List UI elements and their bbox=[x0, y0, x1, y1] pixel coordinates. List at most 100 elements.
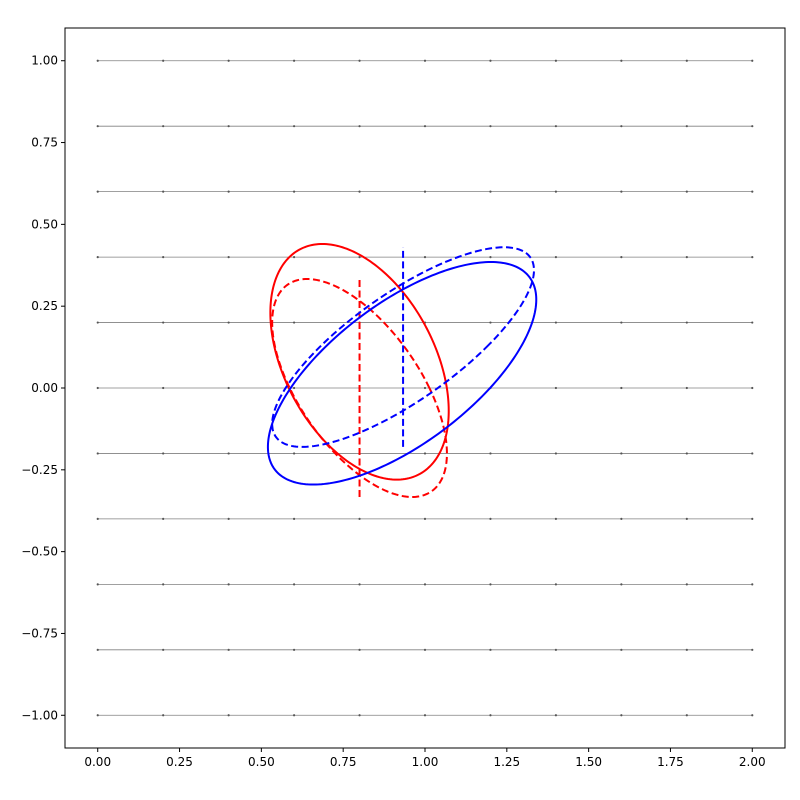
reference-marker-7-5 bbox=[423, 517, 427, 521]
reference-marker-9-5 bbox=[423, 648, 427, 651]
reference-marker-1-8 bbox=[620, 125, 623, 128]
reference-marker-3-9 bbox=[685, 255, 688, 259]
reference-marker-2-0 bbox=[96, 190, 99, 193]
reference-marker-10-6 bbox=[489, 714, 492, 717]
reference-marker-2-2 bbox=[227, 190, 230, 193]
reference-marker-5-0 bbox=[96, 386, 99, 390]
reference-marker-9-9 bbox=[685, 648, 688, 651]
y-tick-label-0: −1.00 bbox=[21, 708, 58, 722]
reference-marker-3-7 bbox=[554, 255, 558, 259]
reference-marker-10-9 bbox=[685, 714, 688, 717]
reference-marker-6-9 bbox=[685, 452, 688, 455]
x-tick-label-1: 0.25 bbox=[166, 755, 193, 769]
reference-marker-10-2 bbox=[227, 714, 230, 717]
reference-marker-0-4 bbox=[358, 59, 361, 62]
reference-marker-8-10 bbox=[751, 583, 754, 586]
y-tick-label-5: 0.25 bbox=[31, 299, 58, 313]
series-4-ellipse bbox=[271, 246, 535, 448]
reference-marker-2-5 bbox=[423, 190, 427, 193]
y-tick-label-8: 1.00 bbox=[31, 54, 58, 68]
reference-marker-2-1 bbox=[162, 190, 165, 193]
series-layer bbox=[266, 242, 538, 498]
reference-marker-7-8 bbox=[620, 517, 623, 521]
reference-marker-0-5 bbox=[423, 59, 427, 62]
reference-marker-1-0 bbox=[96, 125, 99, 128]
reference-marker-9-3 bbox=[292, 648, 296, 651]
reference-marker-1-6 bbox=[489, 125, 492, 128]
reference-marker-6-8 bbox=[620, 452, 623, 455]
x-tick-label-3: 0.75 bbox=[330, 755, 357, 769]
x-tick-label-4: 1.00 bbox=[412, 755, 439, 769]
reference-marker-1-2 bbox=[227, 125, 230, 128]
x-tick-label-2: 0.50 bbox=[248, 755, 275, 769]
reference-marker-7-10 bbox=[751, 517, 754, 521]
reference-marker-3-1 bbox=[162, 255, 165, 259]
reference-marker-6-3 bbox=[292, 452, 296, 455]
reference-marker-9-4 bbox=[358, 648, 361, 651]
reference-marker-2-4 bbox=[358, 190, 361, 193]
reference-marker-8-8 bbox=[620, 583, 623, 586]
reference-marker-3-2 bbox=[227, 255, 230, 259]
reference-marker-1-7 bbox=[554, 125, 558, 128]
reference-marker-4-10 bbox=[751, 321, 754, 324]
reference-marker-10-1 bbox=[162, 714, 165, 717]
reference-marker-2-6 bbox=[489, 190, 492, 193]
reference-marker-2-3 bbox=[292, 190, 296, 193]
reference-marker-2-10 bbox=[751, 190, 754, 193]
reference-marker-10-8 bbox=[620, 714, 623, 717]
reference-marker-10-0 bbox=[96, 714, 99, 717]
reference-marker-5-1 bbox=[162, 386, 165, 390]
reference-marker-1-4 bbox=[358, 125, 361, 128]
x-tick-label-7: 1.75 bbox=[657, 755, 684, 769]
reference-marker-7-2 bbox=[227, 517, 230, 521]
reference-marker-7-7 bbox=[554, 517, 558, 521]
reference-marker-4-7 bbox=[554, 321, 558, 324]
reference-marker-6-2 bbox=[227, 452, 230, 455]
reference-marker-5-5 bbox=[423, 386, 427, 390]
x-tick-label-5: 1.25 bbox=[493, 755, 520, 769]
y-tick-label-2: −0.50 bbox=[21, 545, 58, 559]
reference-marker-0-1 bbox=[162, 59, 165, 62]
reference-marker-1-3 bbox=[292, 125, 296, 128]
reference-marker-0-10 bbox=[751, 59, 754, 62]
reference-marker-7-3 bbox=[292, 517, 296, 521]
reference-marker-3-5 bbox=[423, 255, 427, 259]
reference-marker-9-10 bbox=[751, 648, 754, 651]
reference-marker-6-10 bbox=[751, 452, 754, 455]
reference-marker-6-1 bbox=[162, 452, 165, 455]
x-tick-label-6: 1.50 bbox=[575, 755, 602, 769]
reference-marker-9-1 bbox=[162, 648, 165, 651]
reference-marker-3-6 bbox=[489, 255, 492, 259]
reference-marker-5-3 bbox=[292, 386, 296, 390]
reference-marker-4-0 bbox=[96, 321, 99, 324]
reference-marker-0-3 bbox=[292, 59, 296, 62]
y-tick-label-4: 0.00 bbox=[31, 381, 58, 395]
reference-marker-8-6 bbox=[489, 583, 492, 586]
reference-marker-9-6 bbox=[489, 648, 492, 651]
reference-marker-2-8 bbox=[620, 190, 623, 193]
reference-marker-0-9 bbox=[685, 59, 688, 62]
reference-marker-6-5 bbox=[423, 452, 427, 455]
y-tick-label-6: 0.50 bbox=[31, 217, 58, 231]
reference-lines bbox=[96, 59, 754, 717]
reference-marker-5-9 bbox=[685, 386, 688, 390]
reference-marker-0-6 bbox=[489, 59, 492, 62]
reference-marker-6-7 bbox=[554, 452, 558, 455]
series-3-ellipse bbox=[266, 260, 538, 486]
reference-marker-8-4 bbox=[358, 583, 361, 586]
reference-marker-10-4 bbox=[358, 714, 361, 717]
reference-marker-8-3 bbox=[292, 583, 296, 586]
x-tick-label-0: 0.00 bbox=[84, 755, 111, 769]
reference-marker-8-2 bbox=[227, 583, 230, 586]
reference-marker-3-0 bbox=[96, 255, 99, 259]
reference-marker-6-6 bbox=[489, 452, 492, 455]
reference-marker-9-0 bbox=[96, 648, 99, 651]
reference-marker-5-10 bbox=[751, 386, 754, 390]
reference-marker-10-3 bbox=[292, 714, 296, 717]
x-tick-label-8: 2.00 bbox=[739, 755, 766, 769]
reference-marker-8-7 bbox=[554, 583, 558, 586]
reference-marker-9-7 bbox=[554, 648, 558, 651]
reference-marker-0-7 bbox=[554, 59, 558, 62]
reference-marker-0-0 bbox=[96, 59, 99, 62]
reference-marker-7-6 bbox=[489, 517, 492, 521]
